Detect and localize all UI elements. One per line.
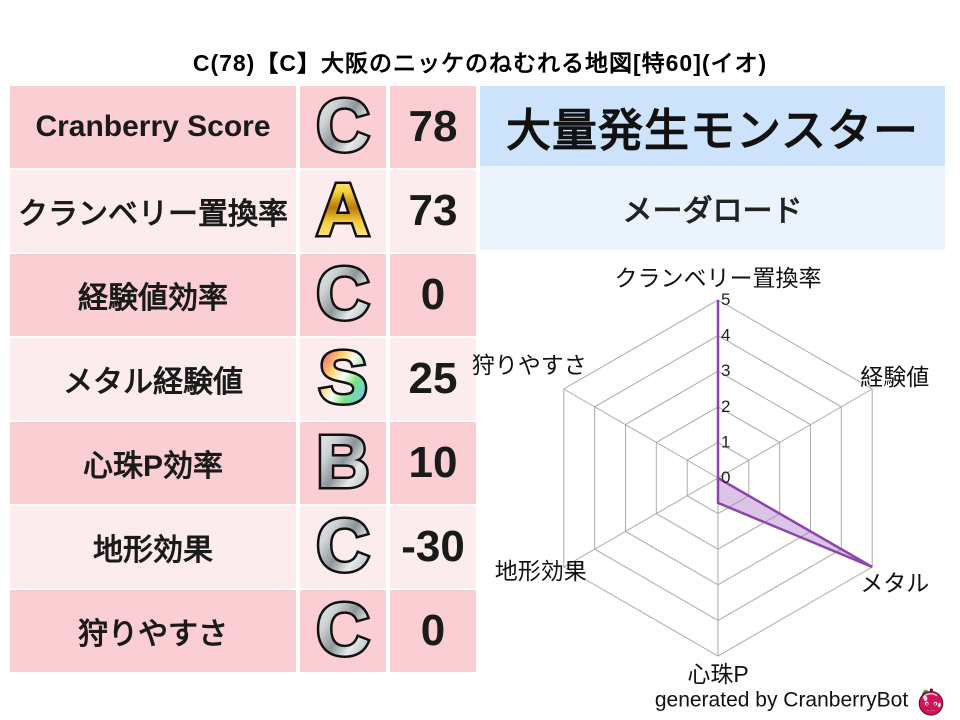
svg-text:C: C — [316, 257, 369, 333]
svg-text:C: C — [316, 593, 369, 669]
svg-text:C: C — [316, 89, 369, 165]
svg-text:メタル: メタル — [860, 570, 929, 596]
svg-text:心珠P: 心珠P — [687, 661, 748, 687]
svg-text:S: S — [318, 341, 367, 417]
svg-text:1: 1 — [721, 432, 730, 451]
svg-text:狩りやすさ: 狩りやすさ — [472, 352, 587, 378]
svg-text:4: 4 — [721, 326, 730, 345]
svg-text:地形効果: 地形効果 — [495, 558, 587, 584]
svg-text:経験値: 経験値 — [860, 364, 929, 390]
svg-text:A: A — [316, 173, 369, 249]
svg-text:5: 5 — [721, 290, 730, 309]
svg-text:2: 2 — [721, 397, 730, 416]
svg-text:B: B — [316, 425, 369, 501]
svg-text:C: C — [316, 509, 369, 585]
svg-text:3: 3 — [721, 361, 730, 380]
svg-text:クランベリー置換率: クランベリー置換率 — [615, 265, 822, 291]
svg-text:0: 0 — [721, 468, 730, 487]
